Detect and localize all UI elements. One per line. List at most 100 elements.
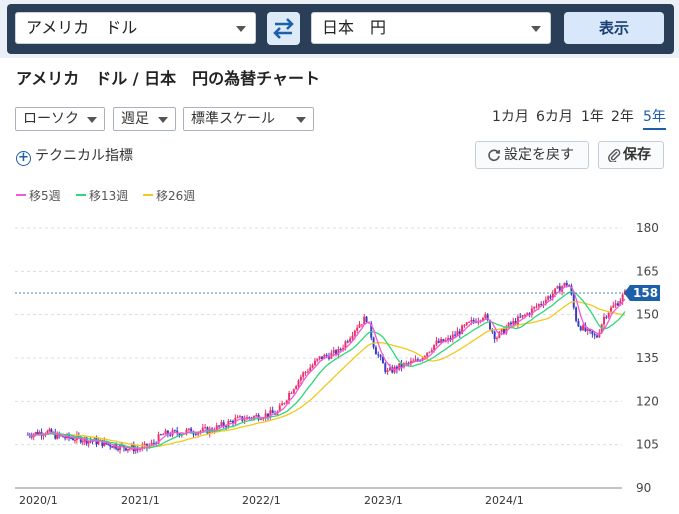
candle-body [370, 323, 373, 338]
candle-body [598, 332, 601, 338]
candle-body [619, 300, 622, 306]
swap-currency-button[interactable] [267, 12, 300, 45]
x-tick-label: 2022/1 [242, 494, 281, 507]
candle-body [575, 307, 578, 321]
ma26-line [27, 300, 626, 448]
candle-body [166, 430, 169, 435]
candle-body [461, 325, 464, 334]
candle-body [97, 440, 100, 445]
candle-body [351, 335, 354, 339]
candle-body [60, 435, 63, 437]
candle-body [178, 433, 181, 436]
candle-body [612, 305, 615, 308]
candle-body [605, 316, 608, 318]
period-1y[interactable]: 1年 [581, 109, 604, 125]
candle-body [416, 359, 419, 361]
current-price-label: 158 [633, 286, 658, 300]
candle-body [159, 434, 162, 436]
candle-body [384, 363, 387, 372]
candle-body [523, 314, 526, 316]
candle-body [381, 356, 384, 364]
candle-body [42, 434, 45, 436]
ma13-line [27, 291, 626, 449]
candle-body [558, 286, 561, 292]
to-currency-value: 日本 円 [322, 18, 387, 37]
candle-body [155, 442, 158, 444]
save-button[interactable]: 保存 [598, 141, 664, 169]
candle-body [458, 331, 461, 334]
candle-body [551, 293, 554, 298]
candle-body [278, 405, 281, 412]
legend-label: 移13週 [89, 189, 129, 203]
chart-type-select[interactable]: ローソク [15, 107, 105, 131]
candle-body [582, 325, 585, 331]
candle-body [349, 338, 352, 342]
candle-body [409, 361, 412, 364]
candle-body [516, 316, 519, 325]
candle-body [109, 444, 112, 447]
from-currency-value: アメリカ ドル [26, 18, 138, 37]
candle-body [540, 304, 543, 306]
candle-body [281, 403, 284, 406]
candle-body [412, 360, 415, 362]
candle-body [64, 437, 67, 439]
candle-body [285, 400, 288, 403]
chevron-down-icon [296, 117, 306, 123]
show-button[interactable]: 表示 [564, 12, 664, 44]
candle-body [554, 288, 557, 294]
scale-select[interactable]: 標準スケール [183, 107, 314, 131]
candle-body [134, 448, 137, 452]
candle-body [586, 328, 589, 332]
candle-body [579, 326, 582, 331]
candle-body [320, 356, 323, 360]
candle-body [482, 318, 485, 321]
candle-body [309, 367, 312, 372]
candle-body [360, 324, 363, 326]
candle-body [456, 331, 459, 336]
interval-select[interactable]: 週足 [113, 107, 176, 131]
to-currency-select[interactable]: 日本 円 [311, 12, 551, 44]
candle-body [113, 444, 116, 448]
candle-body [255, 415, 258, 417]
y-tick-label: 180 [636, 221, 659, 235]
candle-body [488, 319, 491, 330]
candle-body [143, 443, 146, 446]
candle-body [537, 304, 540, 307]
y-tick-label: 135 [636, 351, 659, 365]
reset-settings-button[interactable]: 設定を戻す [475, 141, 589, 169]
from-currency-select[interactable]: アメリカ ドル [15, 12, 256, 44]
candle-body [302, 372, 305, 377]
candle-body [111, 446, 114, 448]
candle-body [218, 425, 221, 427]
period-6m[interactable]: 6カ月 [536, 109, 573, 125]
candle-body [316, 358, 319, 361]
candle-body [391, 367, 394, 373]
fx-chart[interactable]: 180 165 150 135 120 105 90 2020/1 2021/1 2022/1 20… [0, 210, 679, 514]
candle-body [145, 443, 148, 448]
chevron-down-icon [236, 26, 246, 32]
technical-indicators-toggle[interactable]: + テクニカル指標 [16, 145, 133, 166]
candle-body [199, 430, 202, 433]
candle-body [192, 433, 195, 435]
period-5y[interactable]: 5年 [643, 106, 666, 130]
candle-body [377, 354, 380, 356]
candle-body [344, 341, 347, 348]
candle-body [337, 349, 340, 355]
candle-body [386, 370, 389, 372]
legend-ma26: 移26週 [143, 187, 195, 204]
candle-body [593, 334, 596, 336]
candle-body [325, 354, 328, 356]
candle-body [563, 282, 566, 287]
candle-body [423, 356, 426, 358]
period-1m[interactable]: 1カ月 [492, 109, 529, 125]
y-tick-label: 165 [636, 264, 659, 278]
candle-body [507, 322, 510, 328]
candle-body [356, 327, 359, 331]
candle-body [530, 308, 533, 315]
candle-body [295, 386, 298, 390]
candle-body [262, 418, 265, 420]
candle-body [433, 344, 436, 351]
selector-panel: アメリカ ドル 日本 円 表示 [7, 4, 674, 54]
candle-body [169, 434, 172, 436]
period-2y[interactable]: 2年 [611, 109, 634, 125]
